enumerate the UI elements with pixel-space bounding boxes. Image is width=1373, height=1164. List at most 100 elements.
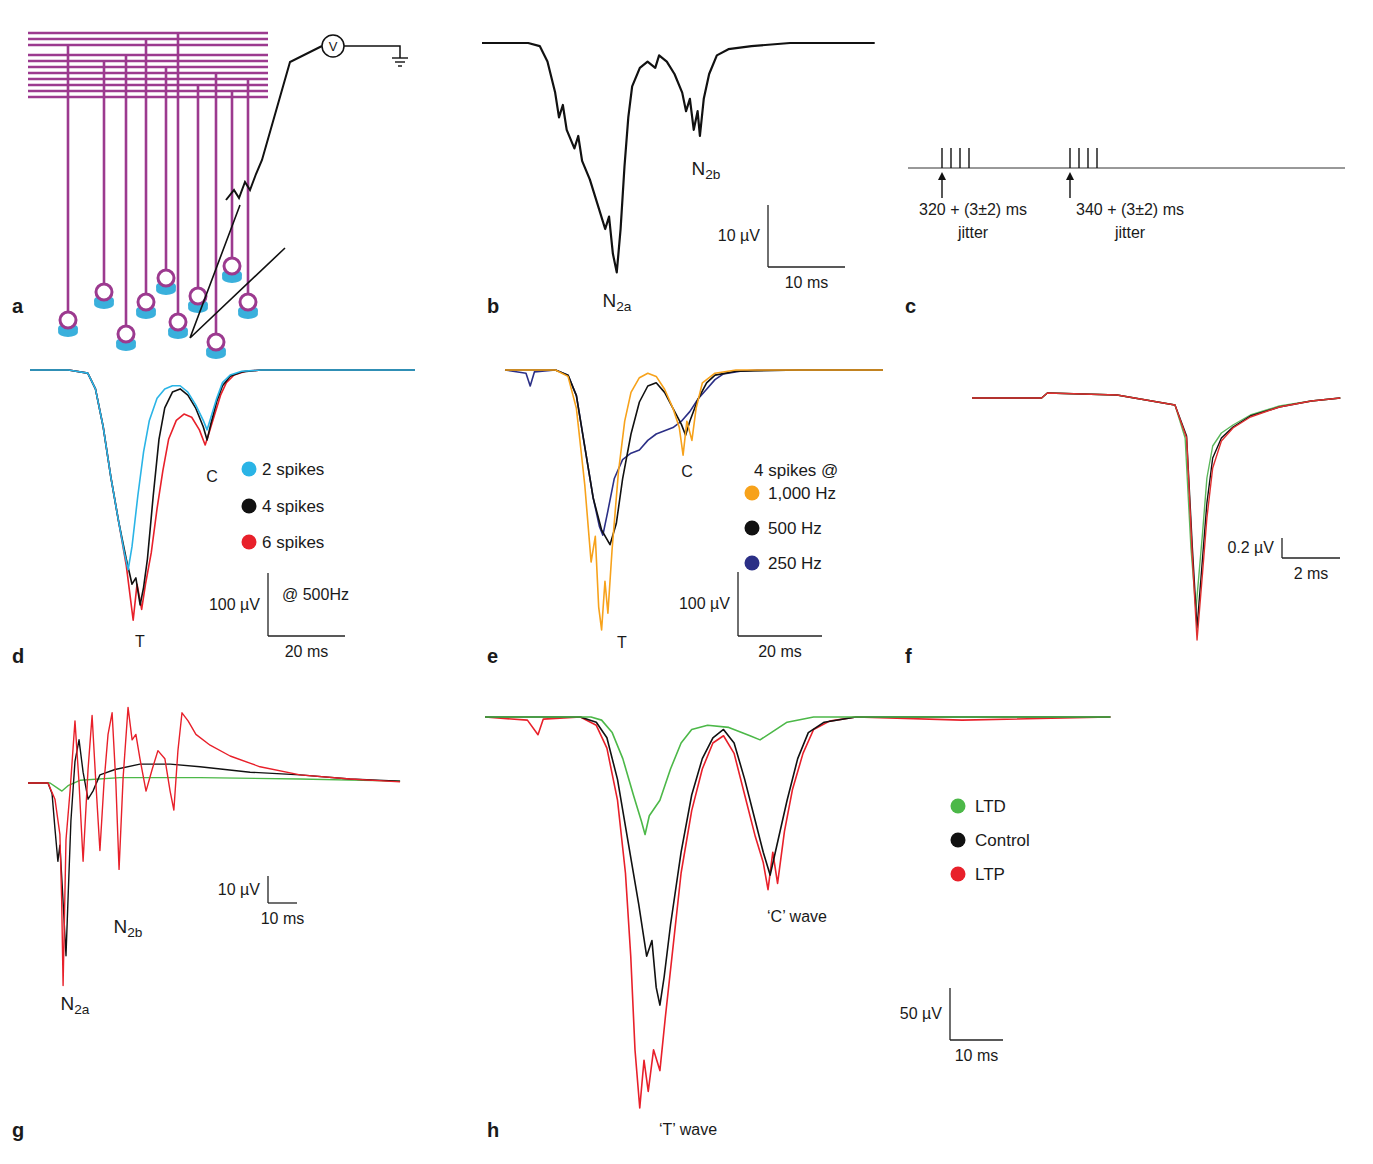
scale-bar-vertical	[267, 876, 268, 903]
annotation: ‘C’ wave	[767, 908, 827, 925]
cell-stem	[103, 61, 106, 284]
legend-label: 4 spikes	[262, 497, 324, 516]
legend-label: 250 Hz	[768, 554, 822, 573]
legend-title: 4 spikes @	[754, 461, 838, 480]
annotation: N2a	[61, 993, 90, 1017]
cell-body	[240, 294, 256, 310]
label-subscript: 2b	[127, 925, 143, 940]
voltmeter	[322, 35, 344, 57]
electrode-wire	[226, 46, 322, 200]
ground-wire	[344, 46, 400, 58]
ground-symbol	[392, 57, 408, 58]
legend: 2 spikes4 spikes6 spikes	[242, 460, 325, 552]
scale-bar-vertical	[1281, 538, 1282, 558]
plot-area	[482, 43, 875, 272]
legend-label: LTP	[975, 865, 1005, 884]
trace	[30, 370, 415, 570]
panel: 10 µV10 msN2aN2bg	[12, 707, 400, 1141]
trace	[30, 370, 415, 605]
parallel-fiber	[28, 38, 268, 41]
cell-body	[158, 270, 174, 286]
spike-tick	[1096, 148, 1097, 168]
scale-bar-vertical	[737, 572, 738, 636]
legend-marker	[951, 833, 966, 848]
trace	[972, 393, 1340, 628]
legend-label: 6 spikes	[262, 533, 324, 552]
panel: Va	[12, 33, 408, 359]
panel: 50 µV 10 ms ‘C’ wave ‘T’ wave LTDControlLTP h	[485, 717, 1110, 1141]
scale-bar-vertical	[267, 573, 268, 636]
legend-marker	[242, 462, 257, 477]
scale-bar-label: 100 µV	[209, 596, 260, 613]
cell-body	[60, 312, 76, 328]
scale-bar-label: 0.2 µV	[1227, 539, 1274, 556]
trace	[972, 393, 1340, 640]
annotation: 320 + (3±2) ms	[919, 201, 1027, 218]
scale-bar-horizontal	[268, 902, 297, 903]
cell-stem	[215, 73, 218, 334]
plot-area	[485, 717, 1110, 1108]
plot-area	[30, 370, 415, 620]
cell-stem	[231, 91, 234, 258]
annotation: 340 + (3±2) ms	[1076, 201, 1184, 218]
trace	[505, 370, 883, 535]
scale-bar-horizontal	[268, 635, 345, 636]
cell-body	[208, 334, 224, 350]
background	[0, 0, 1373, 1164]
legend-label: 500 Hz	[768, 519, 822, 538]
cell-stem	[177, 33, 180, 314]
legend-marker	[951, 867, 966, 882]
legend-marker	[242, 499, 257, 514]
scale-bar-label: 10 ms	[955, 1047, 999, 1064]
cell-body	[138, 294, 154, 310]
plot-area	[28, 707, 400, 985]
spike-tick	[1087, 148, 1088, 168]
ground-symbol	[395, 61, 405, 62]
scale-bar-label: 2 ms	[1294, 565, 1329, 582]
trace	[28, 707, 400, 985]
annotation: T	[617, 634, 627, 651]
panel-label: b	[487, 295, 499, 317]
cell-body	[224, 258, 240, 274]
scale-bar-label: 20 ms	[758, 643, 802, 660]
parallel-fiber	[28, 32, 268, 35]
panel-label: f	[905, 645, 912, 667]
panel-label: h	[487, 1119, 499, 1141]
annotation: jitter	[1114, 224, 1146, 241]
panel-label: d	[12, 645, 24, 667]
cell-body	[96, 284, 112, 300]
parallel-fiber	[28, 44, 268, 47]
cell-stem	[125, 55, 128, 326]
onset-arrowhead	[938, 172, 946, 180]
cell-body	[170, 314, 186, 330]
scale-bar-label: 20 ms	[285, 643, 329, 660]
cell-stem	[197, 85, 200, 288]
plot-area	[505, 370, 883, 630]
legend-label: LTD	[975, 797, 1006, 816]
parallel-fiber	[28, 78, 268, 81]
panel: 100 µV20 msTC1,000 Hz500 Hz250 Hz4 spike…	[487, 370, 883, 667]
cell-stem	[67, 45, 70, 312]
scale-bar-label: 50 µV	[900, 1005, 942, 1022]
legend-marker	[951, 799, 966, 814]
legend-marker	[745, 486, 760, 501]
scale-bar-label: 100 µV	[679, 595, 730, 612]
trace	[482, 43, 875, 272]
annotation: ‘T’ wave	[659, 1121, 717, 1138]
onset-arrowhead	[1066, 172, 1074, 180]
figure: Va 10 µV10 msN2aN2bb 320 + (3±2) ms jitter 3…	[0, 0, 1373, 1164]
legend: LTDControlLTP	[951, 797, 1030, 884]
onset-arrow	[1069, 178, 1070, 198]
trace	[30, 370, 415, 620]
spike-tick	[1069, 148, 1070, 168]
parallel-fiber	[28, 54, 268, 57]
panel: 320 + (3±2) msjitter340 + (3±2) msjitter…	[905, 148, 1345, 317]
label-subscript: 2a	[616, 299, 632, 314]
scale-bar-horizontal	[768, 266, 845, 267]
annotation: T	[135, 633, 145, 650]
annotation: N2b	[114, 916, 143, 940]
panel: 0.2 µV 2 ms f	[905, 393, 1340, 667]
panel: 10 µV10 msN2aN2bb	[482, 43, 875, 317]
scale-bar-horizontal	[950, 1039, 1003, 1040]
legend: 1,000 Hz500 Hz250 Hz4 spikes @	[745, 461, 839, 573]
